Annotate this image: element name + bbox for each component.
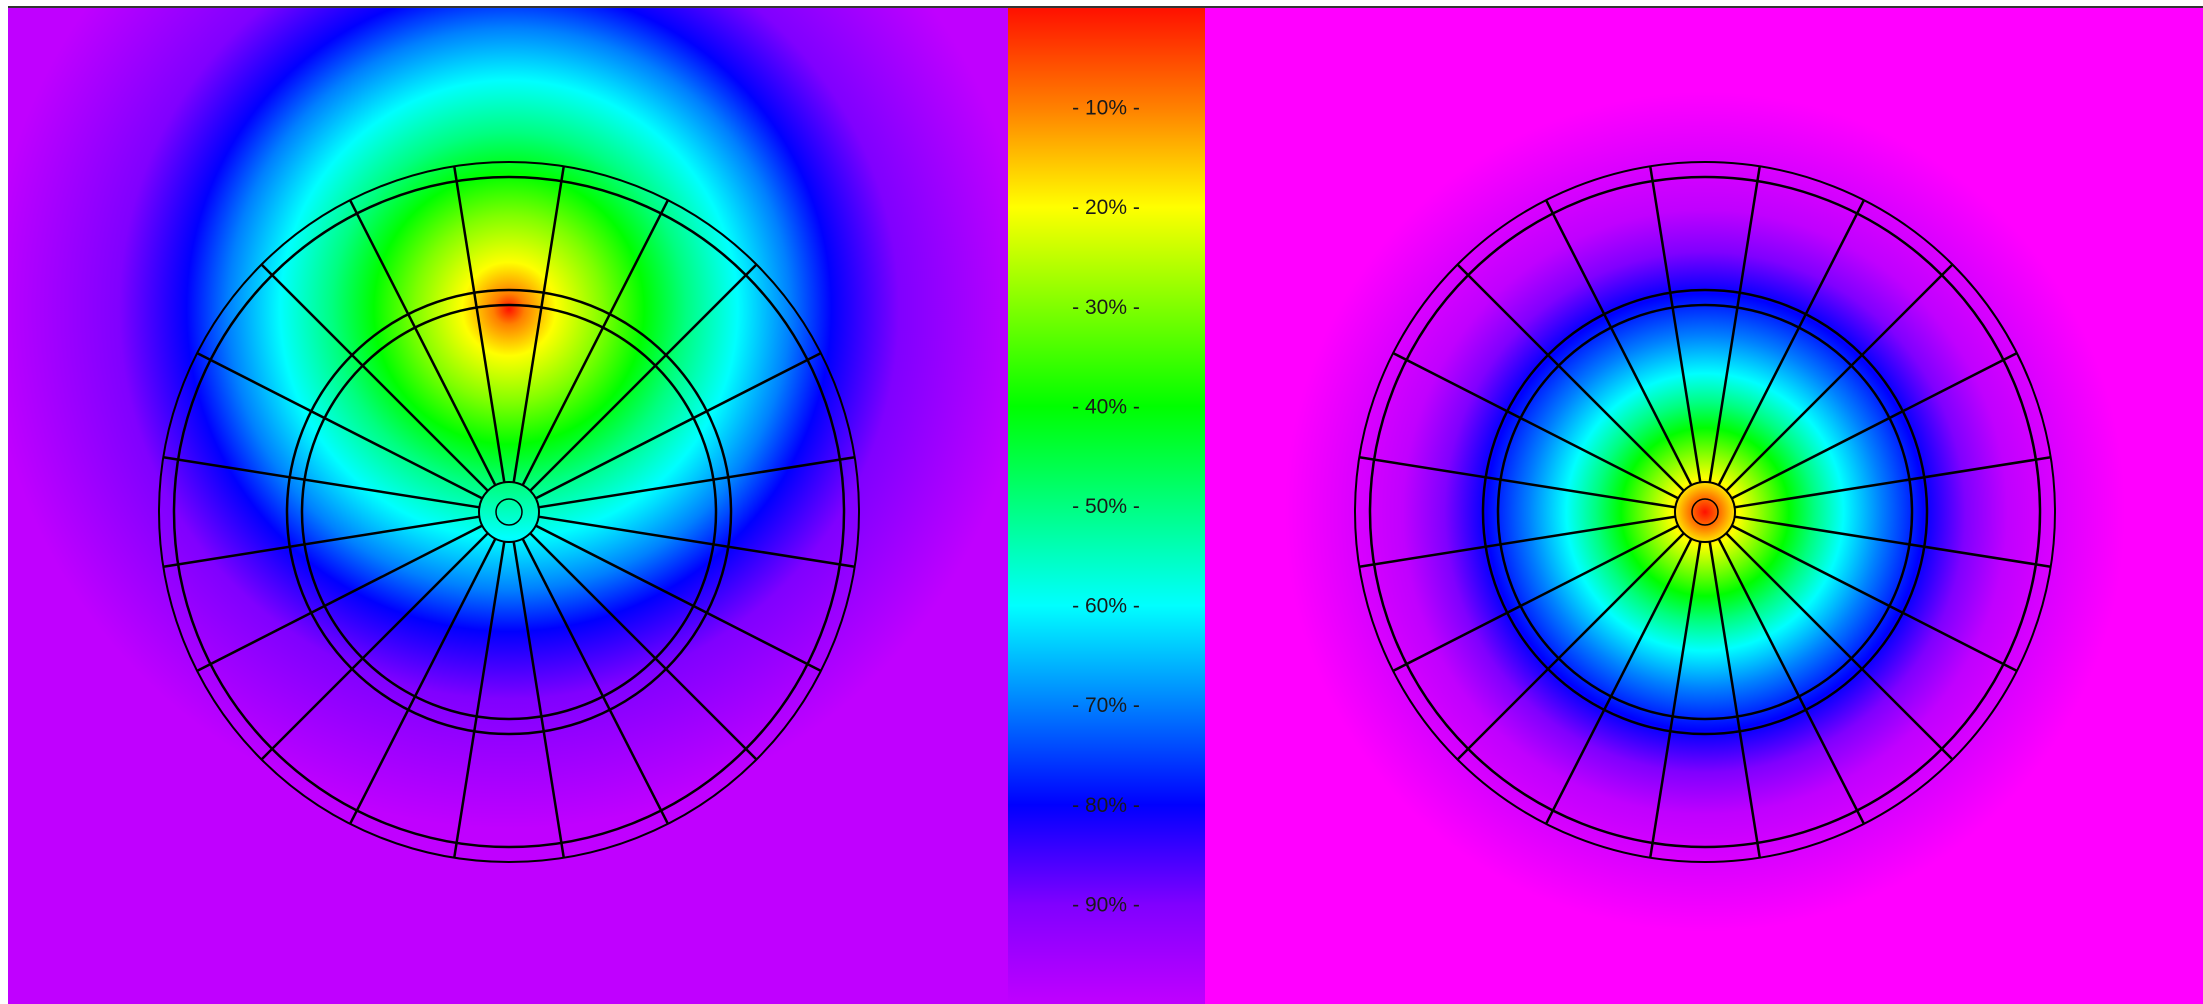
left-sector-wire-11 <box>348 538 497 825</box>
left-ring-0 <box>158 161 860 863</box>
color-scale-bar: - 10% - - 20% - - 30% - - 40% - - 50% - - 60%… <box>1008 8 1205 1004</box>
right-ring-0 <box>1354 161 2056 863</box>
left-sector-wire-17 <box>260 263 489 492</box>
right-sector-wire-16 <box>1392 351 1679 500</box>
left-ring-2 <box>285 288 733 736</box>
left-heatmap-svg <box>8 8 1008 1004</box>
right-ring-2 <box>1481 288 1929 736</box>
right-ring-4 <box>1674 481 1736 543</box>
left-ring-3 <box>300 303 718 721</box>
left-sector-wire-3 <box>535 351 822 500</box>
left-sector-wire-19 <box>453 166 506 483</box>
color-scale-svg: - 10% - - 20% - - 30% - - 40% - - 50% - - 60%… <box>1008 8 1205 1004</box>
right-sector-wire-17 <box>1456 263 1685 492</box>
right-ring-5 <box>1691 498 1719 526</box>
right-sector-wire-15 <box>1359 456 1676 509</box>
left-sector-wire-5 <box>538 515 855 568</box>
left-sector-wire-15 <box>163 456 480 509</box>
right-sector-wire-14 <box>1359 515 1676 568</box>
scale-label-70: - 70% - <box>1072 694 1140 717</box>
left-ring-4 <box>478 481 540 543</box>
right-sector-wire-2 <box>1725 263 1954 492</box>
scale-label-90: - 90% - <box>1072 893 1140 916</box>
right-sector-wire-8 <box>1717 538 1866 825</box>
left-sector-wire-14 <box>163 515 480 568</box>
left-sector-wire-8 <box>521 538 670 825</box>
left-sector-wire-7 <box>529 532 758 761</box>
right-sector-wire-1 <box>1717 199 1866 486</box>
right-sector-wire-10 <box>1649 541 1702 858</box>
right-sector-wire-4 <box>1734 456 2051 509</box>
right-sector-wire-11 <box>1544 538 1693 825</box>
top-border <box>8 6 2203 8</box>
left-sector-wire-12 <box>260 532 489 761</box>
right-heatmap-svg <box>1205 8 2203 1004</box>
right-sector-wire-13 <box>1392 524 1679 673</box>
scale-label-30: - 30% - <box>1072 296 1140 319</box>
scale-label-60: - 60% - <box>1072 595 1140 618</box>
right-sector-wire-12 <box>1456 532 1685 761</box>
right-sector-wire-6 <box>1731 524 2018 673</box>
right-ring-1 <box>1368 175 2042 849</box>
left-sector-wire-1 <box>521 199 670 486</box>
left-sector-wire-2 <box>529 263 758 492</box>
scale-label-20: - 20% - <box>1072 196 1140 219</box>
left-sector-wire-13 <box>196 524 483 673</box>
right-sector-wire-0 <box>1708 166 1761 483</box>
left-dartboard-wires <box>158 161 860 863</box>
left-sector-wire-16 <box>196 351 483 500</box>
left-sector-wire-6 <box>535 524 822 673</box>
left-dartboard-heatmap <box>8 8 1008 1004</box>
left-sector-wire-4 <box>538 456 855 509</box>
scale-label-50: - 50% - <box>1072 495 1140 518</box>
right-sector-wire-19 <box>1649 166 1702 483</box>
left-ring-1 <box>172 175 846 849</box>
color-scale-gradient <box>1008 8 1205 1004</box>
scale-label-80: - 80% - <box>1072 794 1140 817</box>
scale-label-10: - 10% - <box>1072 97 1140 120</box>
right-dartboard-heatmap <box>1205 8 2203 1004</box>
right-sector-wire-7 <box>1725 532 1954 761</box>
right-ring-3 <box>1496 303 1914 721</box>
right-sector-wire-18 <box>1544 199 1693 486</box>
scale-label-40: - 40% - <box>1072 395 1140 418</box>
right-sector-wire-3 <box>1731 351 2018 500</box>
left-sector-wire-9 <box>512 541 565 858</box>
right-dartboard-wires <box>1354 161 2056 863</box>
left-sector-wire-0 <box>512 166 565 483</box>
right-heatmap-field <box>1205 8 2203 1004</box>
left-sector-wire-10 <box>453 541 506 858</box>
left-ring-5 <box>495 498 523 526</box>
left-sector-wire-18 <box>348 199 497 486</box>
right-sector-wire-9 <box>1708 541 1761 858</box>
right-sector-wire-5 <box>1734 515 2051 568</box>
